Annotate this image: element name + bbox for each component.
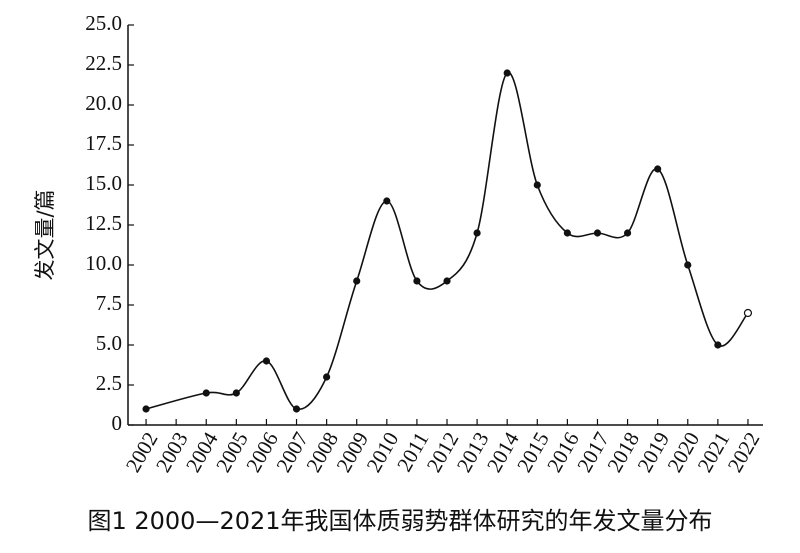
y-tick-label: 7.5: [96, 291, 122, 315]
point: [533, 181, 541, 189]
point: [323, 373, 331, 381]
point: [353, 277, 361, 285]
x-tick-label: 2002: [121, 428, 163, 476]
y-tick-label: 0: [112, 411, 123, 435]
x-tick-label: 2018: [602, 428, 644, 476]
y-tick-label: 25.0: [85, 11, 122, 35]
y-tick-label: 5.0: [96, 331, 122, 355]
point: [743, 308, 753, 318]
point: [563, 229, 571, 237]
x-tick-label: 2003: [151, 428, 193, 476]
point: [383, 197, 391, 205]
point: [413, 277, 421, 285]
y-tick-label: 2.5: [96, 371, 122, 395]
y-tick-label: 12.5: [85, 211, 122, 235]
x-tick-label: 2007: [271, 428, 313, 476]
x-tick-label: 2017: [572, 428, 614, 476]
point: [593, 229, 602, 237]
caption: 图1 2000—2021年我国体质弱势群体研究的年发文量分布: [87, 507, 712, 535]
x-tick-label: 2019: [632, 428, 674, 476]
x-tick-label: 2014: [482, 427, 524, 476]
x-tick-label: 2008: [301, 428, 343, 476]
x-tick-label: 2022: [723, 428, 765, 476]
point: [623, 229, 632, 237]
y-tick-label: 17.5: [85, 131, 122, 155]
x-tick-label: 2013: [452, 428, 494, 476]
point: [714, 341, 722, 349]
point: [142, 405, 150, 413]
x-tick-label: 2012: [422, 428, 464, 476]
y-axis-label: 发文量/篇: [33, 189, 57, 280]
x-tick-label: 2004: [181, 427, 223, 476]
y-tick-label: 20.0: [85, 91, 122, 115]
point: [654, 165, 662, 173]
x-tick-label: 2020: [662, 428, 704, 476]
point: [292, 405, 301, 413]
point: [473, 229, 481, 237]
point: [262, 357, 271, 365]
x-tick-label: 2021: [693, 428, 735, 476]
x-tick-label: 2005: [211, 428, 253, 476]
x-tick-label: 2010: [362, 428, 404, 476]
x-tick-label: 2009: [331, 428, 373, 476]
y-tick-label: 22.5: [85, 51, 122, 75]
x-tick-label: 2015: [512, 428, 554, 476]
point: [684, 261, 692, 269]
point: [503, 69, 511, 77]
point: [202, 389, 210, 397]
x-tick-label: 2006: [241, 428, 283, 476]
x-tick-label: 2016: [542, 428, 584, 476]
point: [232, 389, 240, 397]
y-tick-label: 10.0: [85, 251, 122, 275]
point: [443, 277, 451, 285]
line: [145, 72, 749, 411]
y-tick-label: 15.0: [85, 171, 122, 195]
